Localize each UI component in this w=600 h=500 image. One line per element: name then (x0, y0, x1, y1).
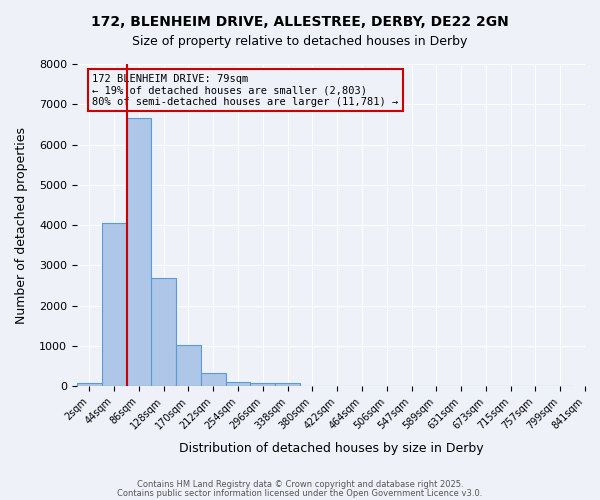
Bar (127, 118, 151, 386)
Text: 172, BLENHEIM DRIVE, ALLESTREE, DERBY, DE22 2GN: 172, BLENHEIM DRIVE, ALLESTREE, DERBY, D… (91, 15, 509, 29)
Bar (151, 278, 176, 386)
Text: Size of property relative to detached houses in Derby: Size of property relative to detached ho… (133, 35, 467, 48)
Y-axis label: Number of detached properties: Number of detached properties (15, 126, 28, 324)
Bar (176, 344, 201, 386)
Bar (201, 374, 226, 386)
Bar (250, 383, 275, 386)
Bar (102, 223, 127, 386)
Text: Contains public sector information licensed under the Open Government Licence v3: Contains public sector information licen… (118, 488, 482, 498)
Text: 172 BLENHEIM DRIVE: 79sqm
← 19% of detached houses are smaller (2,803)
80% of se: 172 BLENHEIM DRIVE: 79sqm ← 19% of detac… (92, 74, 398, 107)
Text: Contains HM Land Registry data © Crown copyright and database right 2025.: Contains HM Land Registry data © Crown c… (137, 480, 463, 489)
X-axis label: Distribution of detached houses by size in Derby: Distribution of detached houses by size … (179, 442, 483, 455)
Bar (226, 382, 250, 386)
Bar (275, 383, 300, 386)
Bar (77, 384, 102, 386)
